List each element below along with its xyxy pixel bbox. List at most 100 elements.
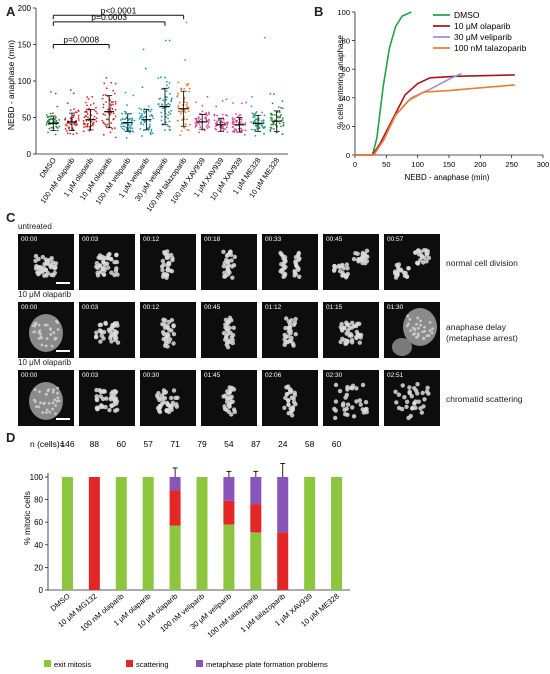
chromatin-spot (49, 262, 54, 268)
chromatin-spot (363, 399, 369, 405)
frame-timestamp: 00:03 (82, 236, 99, 243)
chromatin-spot (161, 390, 167, 396)
data-point (120, 123, 123, 126)
chromatin-spot (94, 405, 100, 410)
data-point (206, 127, 209, 129)
chromatin-spot (49, 327, 52, 331)
data-point (64, 128, 67, 130)
microscopy-frame: 00:03 (79, 370, 135, 426)
chromatin-spot (420, 390, 425, 396)
chromatin-spot (112, 391, 117, 397)
chromatin-spot (278, 250, 283, 256)
chromatin-spot (364, 409, 370, 415)
scale-bar (56, 350, 70, 352)
data-point (120, 125, 123, 128)
chromatin-spot (160, 267, 165, 273)
chromatin-spot (35, 405, 38, 409)
y-tick-label: 100 (18, 77, 32, 86)
data-point (110, 81, 113, 84)
data-point (103, 82, 106, 85)
panel-d-bar-chart: n (cells)= % mitotic cells 0 20 40 60 80 100 1… (22, 439, 350, 669)
chromatin-spot (353, 250, 358, 256)
chromatin-spot (337, 268, 343, 274)
chromatin-spot (344, 392, 350, 398)
chromatin-spot (421, 247, 427, 253)
y-tick-label: 20 (342, 122, 350, 131)
chromatin-spot (160, 322, 165, 327)
chromatin-spot (166, 261, 171, 266)
data-point (232, 102, 235, 104)
chromatin-spot (393, 272, 399, 277)
chromatin-spot (425, 334, 429, 338)
chromatin-spot (422, 337, 426, 341)
frame-timestamp: 01:12 (265, 304, 282, 311)
data-point (114, 92, 116, 95)
chromatin-spot (33, 388, 37, 392)
data-point (131, 117, 134, 120)
chromatin-spot (409, 406, 415, 411)
chromatin-spot (36, 264, 41, 270)
chromatin-spot (343, 273, 348, 278)
chromatin-spot (224, 342, 229, 347)
chromatin-spot (173, 395, 178, 401)
data-point (93, 115, 96, 118)
chromatin-spot (333, 265, 338, 270)
data-point (281, 107, 284, 110)
chromatin-spot (37, 405, 41, 409)
data-point (253, 115, 256, 118)
n-count: 146 (60, 439, 74, 449)
data-point (169, 92, 171, 95)
chromatin-spot (100, 266, 105, 272)
chromatin-spot (49, 328, 52, 331)
chromatin-spot (339, 263, 345, 269)
chromatin-spot (290, 405, 296, 410)
chromatin-spot (339, 326, 345, 332)
chromatin-spot (225, 340, 230, 345)
chromatin-spot (228, 396, 233, 401)
data-point (201, 104, 204, 107)
chromatin-spot (293, 402, 298, 407)
chromatin-spot (50, 344, 54, 348)
microscopy-frame: 00:12 (140, 234, 196, 290)
data-point (66, 102, 69, 104)
data-point (150, 133, 152, 136)
chromatin-spot (166, 327, 172, 332)
data-point (109, 107, 112, 110)
data-point (225, 98, 228, 101)
chromatin-spot (289, 335, 294, 341)
chromatin-spot (175, 395, 180, 401)
data-point (168, 125, 171, 128)
data-point (114, 102, 117, 105)
chromatin-spot (424, 259, 429, 264)
chromatin-spot (161, 272, 166, 277)
data-point (113, 127, 116, 130)
data-point (64, 118, 67, 121)
panel-a-scatter-chart: NEBD - anaphase (min) 050100150200DMSO10… (6, 4, 288, 212)
chromatin-spot (113, 331, 118, 336)
data-point (140, 113, 143, 116)
chromatin-spot (225, 332, 230, 337)
chromatin-spot (425, 385, 430, 391)
chromatin-spot (110, 322, 115, 328)
chromatin-spot (45, 408, 49, 412)
chromatin-spot (343, 395, 348, 400)
chromatin-spot (56, 328, 60, 331)
data-point (205, 118, 208, 121)
data-point (158, 98, 161, 100)
data-point (206, 124, 209, 126)
chromatin-spot (48, 263, 53, 269)
chromatin-spot (159, 393, 165, 398)
data-point (160, 115, 163, 118)
chromatin-spot (416, 334, 420, 338)
chromatin-spot (43, 257, 49, 262)
data-point (102, 133, 105, 136)
chromatin-spot (415, 381, 420, 387)
chromatin-spot (43, 267, 49, 273)
chromatin-spot (167, 268, 173, 273)
microscopy-frame: 00:00 (18, 302, 74, 358)
chromatin-spot (333, 408, 338, 413)
data-point (187, 129, 190, 132)
chromatin-spot (45, 337, 49, 340)
data-point (275, 131, 278, 134)
chromatin-spot (411, 326, 415, 330)
